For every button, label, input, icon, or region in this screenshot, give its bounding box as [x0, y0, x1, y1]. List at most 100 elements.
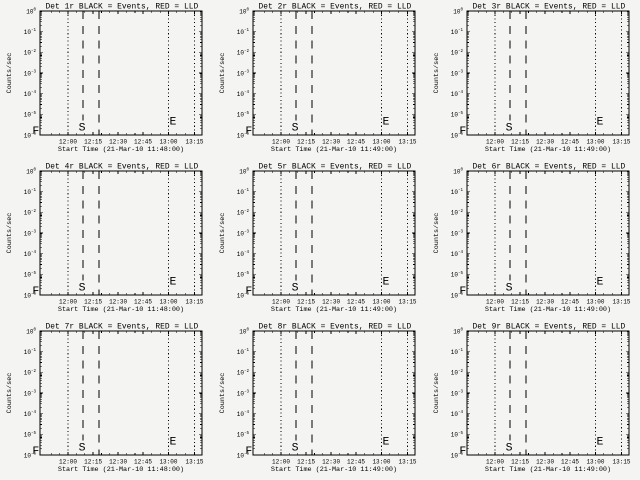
svg-text:10-5: 10-5: [450, 272, 463, 279]
svg-text:12:30: 12:30: [109, 458, 127, 465]
svg-text:10-6: 10-6: [450, 132, 463, 139]
svg-text:Det 7r BLACK = Events, RED = L: Det 7r BLACK = Events, RED = LLD: [45, 322, 198, 331]
svg-text:10-2: 10-2: [237, 370, 250, 377]
svg-text:10-3: 10-3: [450, 390, 463, 397]
svg-text:10-1: 10-1: [24, 29, 37, 36]
svg-text:13:00: 13:00: [159, 458, 177, 465]
svg-text:10-2: 10-2: [450, 210, 463, 217]
svg-text:10-3: 10-3: [237, 390, 250, 397]
svg-text:10-4: 10-4: [450, 91, 463, 98]
svg-text:10-5: 10-5: [24, 112, 37, 119]
svg-text:100: 100: [26, 328, 36, 335]
svg-text:13:00: 13:00: [586, 138, 604, 145]
svg-text:S: S: [79, 121, 86, 134]
svg-text:Start Time (21-Mar-10 11:49:00: Start Time (21-Mar-10 11:49:00): [271, 306, 397, 314]
svg-text:10-3: 10-3: [24, 390, 37, 397]
svg-text:Start Time (21-Mar-10 11:49:00: Start Time (21-Mar-10 11:49:00): [271, 466, 397, 474]
svg-text:12:15: 12:15: [84, 138, 102, 145]
svg-text:12:00: 12:00: [486, 458, 504, 465]
svg-text:Start Time (21-Mar-10 11:48:00: Start Time (21-Mar-10 11:48:00): [58, 146, 184, 154]
svg-text:Counts/sec: Counts/sec: [6, 373, 14, 414]
svg-text:12:45: 12:45: [347, 458, 365, 465]
svg-text:12:15: 12:15: [511, 138, 529, 145]
svg-text:10-4: 10-4: [24, 91, 37, 98]
svg-text:10-4: 10-4: [237, 411, 250, 418]
svg-text:12:15: 12:15: [297, 138, 315, 145]
svg-text:Det 3r BLACK = Events, RED = L: Det 3r BLACK = Events, RED = LLD: [472, 2, 625, 11]
svg-text:10-2: 10-2: [237, 50, 250, 57]
svg-text:E: E: [169, 435, 176, 448]
svg-text:E: E: [383, 275, 390, 288]
svg-text:Counts/sec: Counts/sec: [219, 373, 227, 414]
svg-text:10-6: 10-6: [237, 132, 250, 139]
svg-text:10-6: 10-6: [450, 292, 463, 299]
svg-text:S: S: [505, 441, 512, 454]
svg-text:10-4: 10-4: [24, 411, 37, 418]
svg-text:100: 100: [240, 328, 250, 335]
svg-text:S: S: [505, 281, 512, 294]
svg-text:Start Time (21-Mar-10 11:49:00: Start Time (21-Mar-10 11:49:00): [485, 466, 611, 474]
svg-text:Det 6r BLACK = Events, RED = L: Det 6r BLACK = Events, RED = LLD: [472, 162, 625, 171]
svg-text:10-1: 10-1: [450, 189, 463, 196]
svg-text:10-4: 10-4: [237, 91, 250, 98]
svg-text:12:45: 12:45: [561, 138, 579, 145]
svg-text:Start Time (21-Mar-10 11:48:00: Start Time (21-Mar-10 11:48:00): [58, 466, 184, 474]
svg-text:10-5: 10-5: [237, 112, 250, 119]
svg-text:10-1: 10-1: [450, 349, 463, 356]
svg-text:10-3: 10-3: [237, 70, 250, 77]
svg-text:13:15: 13:15: [612, 138, 630, 145]
svg-text:12:15: 12:15: [84, 298, 102, 305]
svg-text:12:30: 12:30: [536, 458, 554, 465]
svg-text:Counts/sec: Counts/sec: [219, 53, 227, 94]
svg-text:13:15: 13:15: [612, 298, 630, 305]
svg-text:E: E: [169, 275, 176, 288]
svg-text:10-2: 10-2: [450, 370, 463, 377]
svg-text:100: 100: [26, 8, 36, 15]
svg-text:Det 1r BLACK = Events, RED = L: Det 1r BLACK = Events, RED = LLD: [45, 2, 198, 11]
svg-text:10-3: 10-3: [24, 230, 37, 237]
svg-text:10-4: 10-4: [450, 251, 463, 258]
svg-text:12:30: 12:30: [109, 138, 127, 145]
svg-text:E: E: [169, 115, 176, 128]
svg-text:10-2: 10-2: [24, 210, 37, 217]
svg-text:10-2: 10-2: [450, 50, 463, 57]
svg-text:12:45: 12:45: [561, 458, 579, 465]
svg-text:100: 100: [453, 168, 463, 175]
svg-text:10-3: 10-3: [237, 230, 250, 237]
svg-text:12:00: 12:00: [59, 298, 77, 305]
svg-text:12:00: 12:00: [59, 138, 77, 145]
svg-text:10-4: 10-4: [24, 251, 37, 258]
svg-text:10-5: 10-5: [237, 272, 250, 279]
svg-text:10-3: 10-3: [24, 70, 37, 77]
svg-text:10-1: 10-1: [24, 349, 37, 356]
svg-text:10-6: 10-6: [237, 452, 250, 459]
svg-text:12:30: 12:30: [536, 298, 554, 305]
svg-text:12:45: 12:45: [134, 458, 152, 465]
svg-text:13:15: 13:15: [399, 298, 417, 305]
svg-text:10-6: 10-6: [24, 452, 37, 459]
svg-text:Counts/sec: Counts/sec: [433, 213, 441, 254]
svg-text:10-6: 10-6: [237, 292, 250, 299]
svg-text:Counts/sec: Counts/sec: [6, 53, 14, 94]
svg-text:Counts/sec: Counts/sec: [433, 53, 441, 94]
svg-text:E: E: [383, 115, 390, 128]
svg-text:12:30: 12:30: [322, 458, 340, 465]
svg-text:12:00: 12:00: [272, 138, 290, 145]
svg-text:10-1: 10-1: [450, 29, 463, 36]
svg-text:12:30: 12:30: [322, 298, 340, 305]
svg-text:10-5: 10-5: [24, 272, 37, 279]
svg-text:12:45: 12:45: [347, 298, 365, 305]
svg-text:12:15: 12:15: [511, 458, 529, 465]
svg-text:10-5: 10-5: [24, 432, 37, 439]
svg-text:E: E: [596, 435, 603, 448]
svg-text:12:00: 12:00: [272, 298, 290, 305]
svg-text:Start Time (21-Mar-10 11:49:00: Start Time (21-Mar-10 11:49:00): [485, 306, 611, 314]
svg-text:Counts/sec: Counts/sec: [433, 373, 441, 414]
svg-text:S: S: [79, 441, 86, 454]
svg-text:12:45: 12:45: [134, 138, 152, 145]
svg-text:100: 100: [26, 168, 36, 175]
svg-text:Det 5r BLACK = Events, RED = L: Det 5r BLACK = Events, RED = LLD: [259, 162, 412, 171]
svg-text:Det 2r BLACK = Events, RED = L: Det 2r BLACK = Events, RED = LLD: [259, 2, 412, 11]
svg-text:10-4: 10-4: [450, 411, 463, 418]
svg-text:13:15: 13:15: [186, 458, 204, 465]
